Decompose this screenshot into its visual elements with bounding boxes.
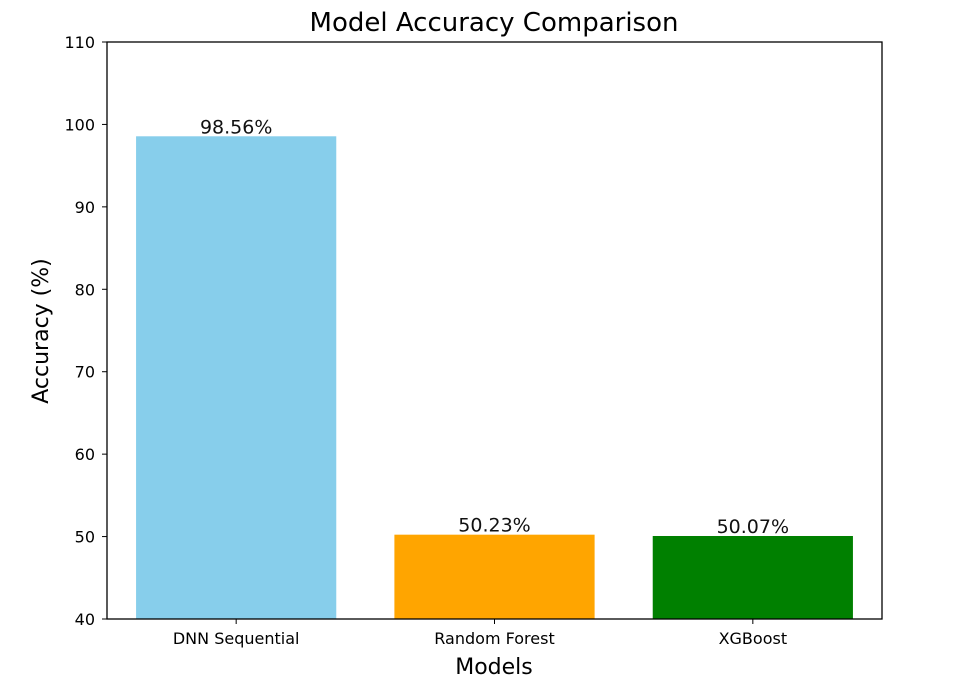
bar-dnn-sequential xyxy=(136,136,337,619)
x-tick-label: DNN Sequential xyxy=(173,629,300,648)
bar-value-label: 50.07% xyxy=(717,516,789,538)
x-axis-label: Models xyxy=(455,655,533,680)
y-tick-label: 50 xyxy=(75,528,95,547)
y-tick-label: 40 xyxy=(75,610,95,629)
y-axis-label: Accuracy (%) xyxy=(29,258,54,404)
x-tick-label: XGBoost xyxy=(719,629,788,648)
bar-xgboost xyxy=(652,535,853,619)
y-tick-label: 80 xyxy=(75,280,95,299)
bars-group xyxy=(136,136,853,619)
bar-value-label: 50.23% xyxy=(458,515,530,537)
x-axis-ticks: DNN Sequential Random Forest XGBoost xyxy=(173,619,787,648)
y-tick-label: 60 xyxy=(75,445,95,464)
y-tick-label: 110 xyxy=(64,33,95,52)
bar-random-forest xyxy=(394,534,595,619)
bar-labels-group: 98.56% 50.23% 50.07% xyxy=(200,116,789,538)
plot-area-frame xyxy=(106,41,883,620)
y-axis-ticks: 40 50 60 70 80 90 100 110 xyxy=(64,33,107,629)
bar-value-label: 98.56% xyxy=(200,116,272,138)
y-tick-label: 100 xyxy=(64,115,95,134)
x-tick-label: Random Forest xyxy=(434,629,554,648)
chart-title: Model Accuracy Comparison xyxy=(310,8,679,38)
y-tick-label: 70 xyxy=(75,363,95,382)
y-tick-label: 90 xyxy=(75,198,95,217)
